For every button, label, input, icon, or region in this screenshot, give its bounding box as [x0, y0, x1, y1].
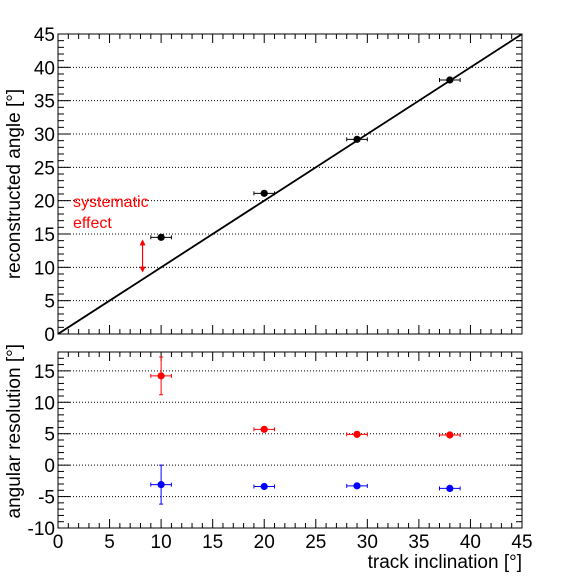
- y-tick-label: 10: [34, 258, 55, 279]
- x-tick-label: 15: [202, 532, 223, 553]
- x-tick-label: 20: [254, 532, 275, 553]
- data-point: [353, 135, 361, 143]
- reference-line: [58, 34, 522, 334]
- plot-frame: [57, 351, 523, 529]
- data-point: [157, 372, 165, 380]
- y-tick-label: 30: [34, 125, 55, 146]
- y-tick-label: 15: [34, 362, 55, 383]
- x-tick-label: 5: [104, 532, 115, 553]
- data-point: [157, 233, 165, 241]
- data-point: [157, 481, 165, 489]
- x-tick-label: 10: [151, 532, 172, 553]
- x-tick-label: 0: [53, 532, 64, 553]
- x-axis-title: track inclination [°]: [368, 552, 522, 573]
- systematic-arrow-head-down: [139, 266, 146, 273]
- systematic-annotation-line: effect: [73, 215, 112, 232]
- x-tick-label: 40: [460, 532, 481, 553]
- y-tick-label: -5: [38, 488, 55, 509]
- y-axis-title: angular resolution [°]: [4, 344, 25, 518]
- data-point: [446, 484, 454, 492]
- y-tick-label: 25: [34, 158, 55, 179]
- data-point: [260, 425, 268, 433]
- y-axis-title: reconstructed angle [°]: [4, 89, 25, 279]
- data-point: [353, 482, 361, 490]
- data-point: [260, 482, 268, 491]
- y-tick-label: 0: [44, 456, 55, 477]
- y-tick-label: 45: [34, 25, 55, 46]
- top-panel: 0 5 10 15 20 25 30 35 40 45 systematic effect recons…: [4, 25, 523, 346]
- y-tick-label: 20: [34, 192, 55, 213]
- data-point: [260, 189, 268, 197]
- bottom-panel: -10 -5 0 5 10 15 0 5 10 15 20 25 30 35 40 45 angular res…: [4, 344, 533, 573]
- systematic-annotation-line: systematic: [73, 194, 149, 211]
- y-tick-label: -10: [28, 519, 55, 540]
- plot-frame: [57, 33, 523, 335]
- y-tick-label: 5: [44, 425, 55, 446]
- systematic-arrow-head-up: [139, 239, 146, 246]
- y-tick-label: 35: [34, 92, 55, 113]
- x-tick-label: 30: [357, 532, 378, 553]
- y-tick-label: 10: [34, 393, 55, 414]
- x-tick-label: 35: [408, 532, 429, 553]
- y-tick-label: 0: [44, 325, 55, 346]
- data-point: [446, 76, 454, 84]
- data-point: [446, 431, 454, 439]
- data-point: [353, 430, 361, 438]
- y-tick-label: 5: [44, 292, 55, 313]
- x-tick-label: 25: [305, 532, 326, 553]
- y-tick-label: 15: [34, 225, 55, 246]
- y-tick-label: 40: [34, 58, 55, 79]
- x-tick-label: 45: [511, 532, 532, 553]
